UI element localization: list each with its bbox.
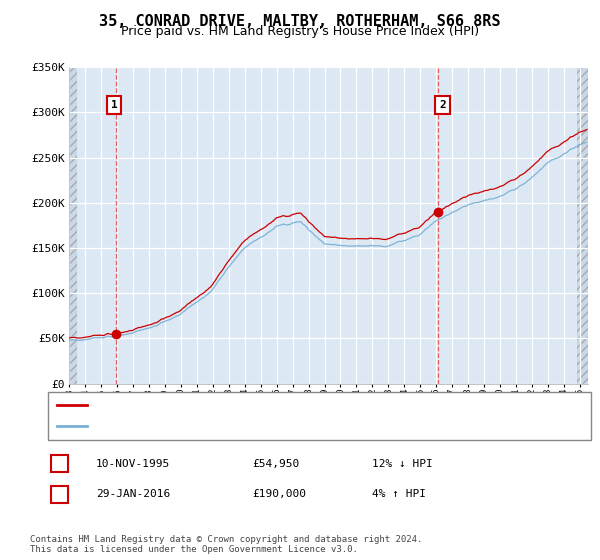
Text: 2: 2	[56, 489, 63, 500]
Text: 4% ↑ HPI: 4% ↑ HPI	[372, 489, 426, 500]
Text: 12% ↓ HPI: 12% ↓ HPI	[372, 459, 433, 469]
Text: Contains HM Land Registry data © Crown copyright and database right 2024.
This d: Contains HM Land Registry data © Crown c…	[30, 535, 422, 554]
Text: £190,000: £190,000	[252, 489, 306, 500]
Text: 2: 2	[439, 100, 446, 110]
Text: 29-JAN-2016: 29-JAN-2016	[96, 489, 170, 500]
Text: 1: 1	[111, 100, 118, 110]
Text: HPI: Average price, detached house, Rotherham: HPI: Average price, detached house, Roth…	[93, 421, 374, 431]
Text: 1: 1	[56, 459, 63, 469]
Text: Price paid vs. HM Land Registry's House Price Index (HPI): Price paid vs. HM Land Registry's House …	[121, 25, 479, 38]
Text: 35, CONRAD DRIVE, MALTBY, ROTHERHAM, S66 8RS: 35, CONRAD DRIVE, MALTBY, ROTHERHAM, S66…	[99, 14, 501, 29]
Text: 10-NOV-1995: 10-NOV-1995	[96, 459, 170, 469]
Text: £54,950: £54,950	[252, 459, 299, 469]
Text: 35, CONRAD DRIVE, MALTBY, ROTHERHAM, S66 8RS (detached house): 35, CONRAD DRIVE, MALTBY, ROTHERHAM, S66…	[93, 400, 474, 410]
